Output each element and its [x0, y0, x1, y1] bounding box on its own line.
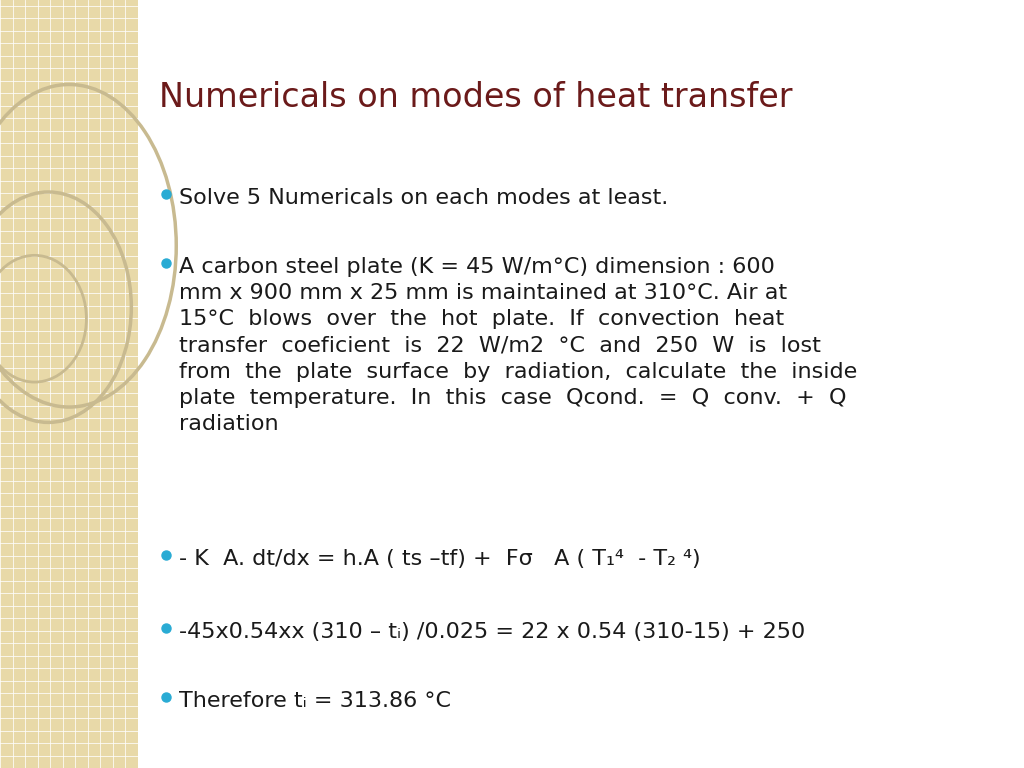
Text: Therefore tᵢ = 313.86 °C: Therefore tᵢ = 313.86 °C [179, 691, 452, 711]
Text: A carbon steel plate (K = 45 W/m°C) dimension : 600
mm x 900 mm x 25 mm is maint: A carbon steel plate (K = 45 W/m°C) dime… [179, 257, 857, 434]
Bar [138, 0, 1024, 768]
Text: - K  A. dt/dx = h.A ( ts –tf) +  Fσ   A ( T₁⁴  - T₂ ⁴): - K A. dt/dx = h.A ( ts –tf) + Fσ A ( T₁… [179, 549, 700, 569]
Text: Solve 5 Numericals on each modes at least.: Solve 5 Numericals on each modes at leas… [179, 188, 669, 208]
Text: -45x0.54xx (310 – tᵢ) /0.025 = 22 x 0.54 (310-15) + 250: -45x0.54xx (310 – tᵢ) /0.025 = 22 x 0.54… [179, 622, 806, 642]
Bar [0, 0, 138, 768]
Text: Numericals on modes of heat transfer: Numericals on modes of heat transfer [159, 81, 793, 114]
